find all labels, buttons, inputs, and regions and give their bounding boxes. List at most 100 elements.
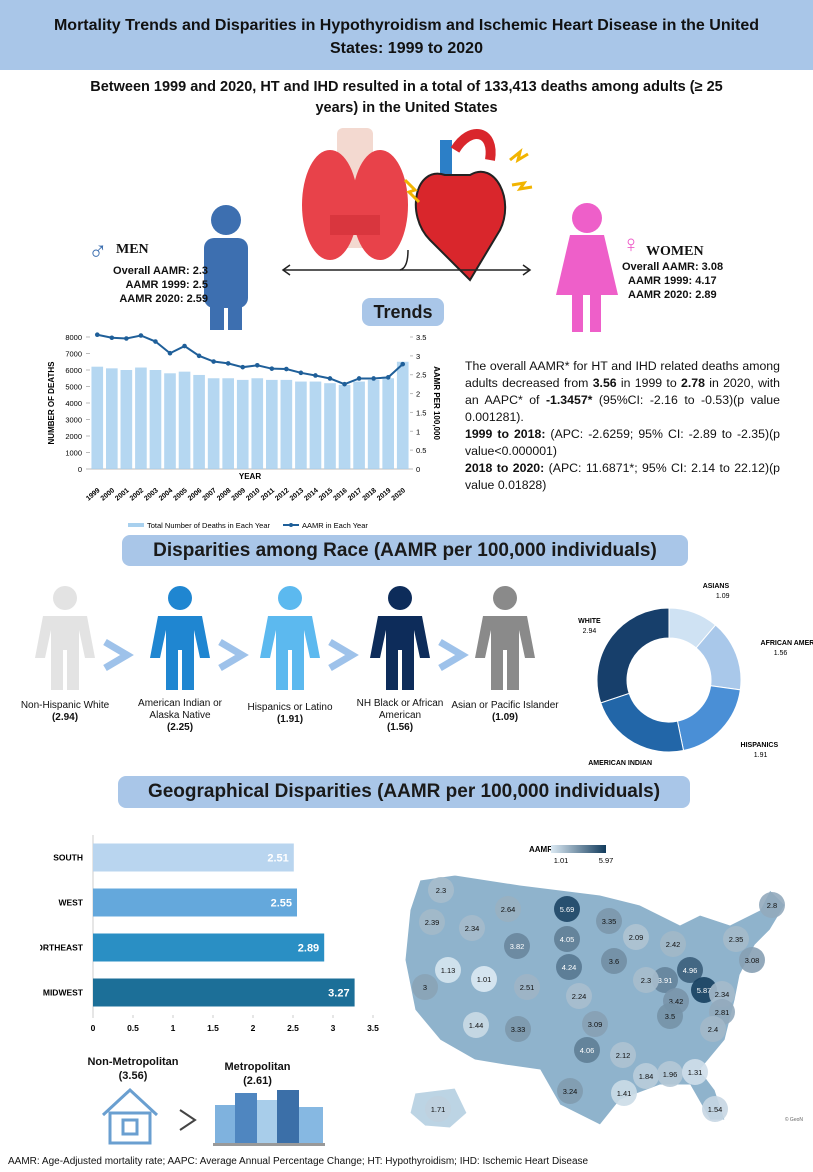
state-shade bbox=[419, 909, 445, 935]
text: (95%CI: -2.16 to -0.53)(p value 0.001281… bbox=[465, 393, 780, 424]
state-value: 2.24 bbox=[572, 992, 587, 1001]
bar-label: 2.89 bbox=[298, 943, 319, 955]
legend-swatch bbox=[128, 523, 144, 527]
x-tick-label: 2004 bbox=[158, 487, 175, 502]
x-tick-label: 2016 bbox=[332, 487, 349, 502]
state-shade bbox=[677, 957, 703, 983]
aamr-point bbox=[356, 376, 362, 381]
aamr-line bbox=[97, 333, 404, 386]
bar-label: 2.51 bbox=[267, 853, 288, 865]
person-head bbox=[388, 586, 412, 610]
aamr-point bbox=[313, 373, 318, 378]
state-shade bbox=[574, 1037, 600, 1063]
death-bar bbox=[309, 381, 322, 469]
x-tick-label: 2015 bbox=[318, 487, 335, 502]
women-2020: AAMR 2020: 2.89 bbox=[628, 289, 717, 301]
race-value: (1.09) bbox=[491, 712, 519, 723]
city-icon bbox=[213, 1090, 325, 1146]
text: (APC: -2.6259; 95% CI: -2.89 to -2.35)(p… bbox=[465, 427, 781, 458]
state-value: 2.3 bbox=[641, 976, 651, 985]
y-tick-label: 6000 bbox=[65, 366, 82, 375]
bar bbox=[93, 843, 294, 872]
death-bar bbox=[106, 368, 118, 469]
y-axis-label: NUMBER OF DEATHS bbox=[47, 361, 56, 445]
text: -1.3457* bbox=[545, 393, 593, 407]
state-value: 3.6 bbox=[609, 957, 619, 966]
state-value: 3.35 bbox=[602, 917, 617, 926]
x-tick-label: 2007 bbox=[201, 487, 218, 502]
heart-icon bbox=[403, 129, 533, 282]
y-tick-label: 8000 bbox=[65, 333, 82, 342]
death-bar bbox=[353, 381, 365, 469]
state-shade bbox=[471, 966, 497, 992]
metro-value: (2.61) bbox=[243, 1075, 272, 1087]
state-shade bbox=[556, 954, 582, 980]
x-tick-label: 2018 bbox=[361, 487, 378, 502]
trend-segment-2: 2018 to 2020: (APC: 11.6871*; 95% CI: 2.… bbox=[465, 460, 780, 494]
state-value: 2.8 bbox=[767, 901, 777, 910]
state-shade bbox=[682, 1059, 708, 1085]
aamr-point bbox=[225, 361, 231, 366]
person-body bbox=[370, 616, 430, 690]
slice-value: 1.91 bbox=[754, 752, 768, 759]
race-label: American Indian or Alaska Native (2.25) bbox=[122, 698, 238, 734]
y-tick-label: 3000 bbox=[65, 416, 82, 425]
x-tick-label: 2003 bbox=[143, 487, 160, 502]
state-value: 3.42 bbox=[669, 997, 684, 1006]
race-label: Non-Hispanic White (2.94) bbox=[7, 700, 123, 724]
x-tick-label: 2013 bbox=[289, 487, 306, 502]
person-head bbox=[53, 586, 77, 610]
y2-tick-label: 3 bbox=[416, 352, 420, 361]
x-tick-label: 2.5 bbox=[287, 1023, 299, 1033]
race-name: American Indian or Alaska Native bbox=[138, 698, 222, 721]
aamr-point bbox=[211, 359, 216, 364]
state-shade bbox=[463, 1012, 489, 1038]
slice-name: HISPANICS bbox=[741, 742, 779, 749]
race-name: Hispanics or Latino bbox=[247, 702, 333, 713]
state-value: 2.34 bbox=[715, 990, 730, 999]
state-shade bbox=[504, 933, 530, 959]
map-legend-max: 5.97 bbox=[599, 856, 614, 865]
male-symbol: ♂ bbox=[88, 236, 108, 266]
greater-than bbox=[438, 638, 469, 672]
death-bar bbox=[338, 384, 351, 469]
y2-tick-label: 3.5 bbox=[416, 333, 426, 342]
death-bar bbox=[164, 373, 176, 469]
state-value: 2.64 bbox=[501, 905, 516, 914]
legend-swatch bbox=[289, 523, 293, 527]
text: 1999 to 2018: bbox=[465, 427, 546, 441]
state-value: 3.24 bbox=[563, 1087, 578, 1096]
y-tick-label: 1000 bbox=[65, 449, 82, 458]
text: 2018 to 2020: bbox=[465, 461, 545, 475]
men-stats: Overall AAMR: 2.3 AAMR 1999: 2.5 AAMR 20… bbox=[90, 264, 208, 306]
state-shade bbox=[554, 926, 580, 952]
state-value: 1.71 bbox=[431, 1105, 446, 1114]
race-value: (2.25) bbox=[166, 722, 194, 733]
slice-name: AFRICAN AMERICAN bbox=[761, 640, 813, 647]
state-shade bbox=[610, 1042, 636, 1068]
y-tick-label: 4000 bbox=[65, 399, 82, 408]
race-name: NH Black or African American bbox=[356, 698, 444, 721]
legend-label: Total Number of Deaths in Each Year bbox=[147, 521, 270, 530]
state-value: 1.01 bbox=[477, 975, 492, 984]
bar bbox=[93, 888, 297, 917]
map-legend-scale bbox=[551, 845, 606, 853]
state-value: 1.84 bbox=[639, 1072, 654, 1081]
state-shade bbox=[505, 1016, 531, 1042]
y-tick-label: 2000 bbox=[65, 432, 82, 441]
state-value: 3 bbox=[423, 983, 427, 992]
death-bar bbox=[135, 367, 147, 469]
aamr-point bbox=[342, 381, 347, 387]
y-tick-label: 0 bbox=[78, 465, 82, 474]
x-tick-label: 2020 bbox=[391, 487, 408, 502]
state-shade bbox=[709, 981, 735, 1007]
illustration: ♂ ♀ bbox=[88, 128, 640, 332]
text: 2.78 bbox=[680, 376, 705, 390]
state-value: 2.12 bbox=[616, 1051, 631, 1060]
state-shade bbox=[557, 1078, 583, 1104]
race-label: Asian or Pacific Islander (1.09) bbox=[447, 700, 563, 724]
text: (APC: 11.6871*; 95% CI: 2.14 to 22.12)(p… bbox=[465, 461, 781, 492]
man-icon bbox=[204, 205, 248, 330]
map-legend-min: 1.01 bbox=[554, 856, 569, 865]
men-overall: Overall AAMR: 2.3 bbox=[113, 265, 208, 277]
